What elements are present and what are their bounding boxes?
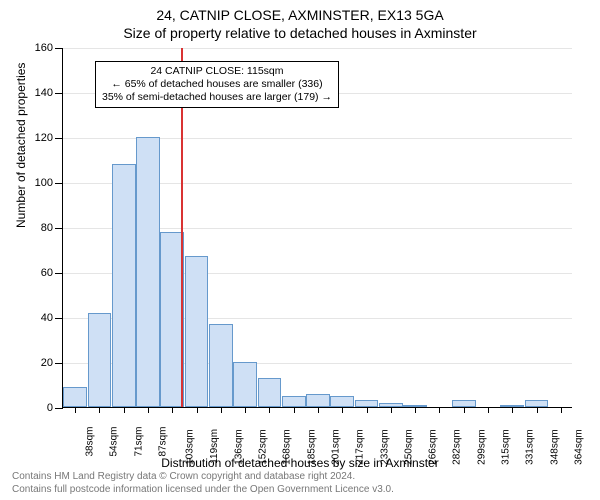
- x-tick: [148, 407, 149, 413]
- x-tick-label: 54sqm: [109, 427, 120, 457]
- histogram-bar: [88, 313, 112, 408]
- y-tick-label: 60: [41, 267, 63, 279]
- histogram-bar: [136, 137, 160, 407]
- x-tick: [75, 407, 76, 413]
- x-tick: [172, 407, 173, 413]
- y-tick-label: 40: [41, 312, 63, 324]
- histogram-bar: [330, 396, 354, 407]
- y-axis-title: Number of detached properties: [14, 63, 28, 228]
- title-line-2: Size of property relative to detached ho…: [0, 24, 600, 42]
- annotation-line: ← 65% of detached houses are smaller (33…: [102, 78, 332, 91]
- x-tick: [367, 407, 368, 413]
- histogram-bar: [233, 362, 257, 407]
- annotation-box: 24 CATNIP CLOSE: 115sqm← 65% of detached…: [95, 61, 339, 108]
- grid-line: [63, 48, 572, 49]
- x-tick: [197, 407, 198, 413]
- x-tick: [439, 407, 440, 413]
- x-tick: [269, 407, 270, 413]
- y-tick-label: 80: [41, 222, 63, 234]
- histogram-bar: [282, 396, 306, 407]
- x-tick-label: 87sqm: [158, 427, 169, 457]
- x-tick: [342, 407, 343, 413]
- x-tick: [464, 407, 465, 413]
- chart-area: 02040608010012014016038sqm54sqm71sqm87sq…: [62, 48, 572, 408]
- histogram-bar: [355, 400, 379, 407]
- footer-line-2: Contains full postcode information licen…: [12, 484, 394, 497]
- x-tick: [99, 407, 100, 413]
- histogram-bar: [112, 164, 136, 407]
- x-tick: [124, 407, 125, 413]
- x-tick-label: 71sqm: [133, 427, 144, 457]
- x-tick: [561, 407, 562, 413]
- histogram-bar: [525, 400, 549, 407]
- y-tick-label: 140: [35, 87, 63, 99]
- x-tick: [512, 407, 513, 413]
- x-tick: [318, 407, 319, 413]
- x-tick: [294, 407, 295, 413]
- histogram-bar: [63, 387, 87, 407]
- y-tick-label: 120: [35, 132, 63, 144]
- footer-line-1: Contains HM Land Registry data © Crown c…: [12, 471, 394, 484]
- x-tick: [245, 407, 246, 413]
- histogram-bar: [306, 394, 330, 408]
- plot-region: 02040608010012014016038sqm54sqm71sqm87sq…: [62, 48, 572, 408]
- y-tick-label: 100: [35, 177, 63, 189]
- annotation-line: 24 CATNIP CLOSE: 115sqm: [102, 65, 332, 78]
- histogram-bar: [452, 400, 476, 407]
- x-tick: [391, 407, 392, 413]
- x-tick-label: 38sqm: [85, 427, 96, 457]
- title-line-1: 24, CATNIP CLOSE, AXMINSTER, EX13 5GA: [0, 6, 600, 24]
- x-axis-title: Distribution of detached houses by size …: [0, 456, 600, 470]
- annotation-line: 35% of semi-detached houses are larger (…: [102, 91, 332, 104]
- x-tick: [537, 407, 538, 413]
- histogram-bar: [209, 324, 233, 407]
- y-tick-label: 160: [35, 42, 63, 54]
- x-tick: [221, 407, 222, 413]
- histogram-bar: [258, 378, 282, 407]
- x-tick: [415, 407, 416, 413]
- y-tick-label: 0: [47, 402, 63, 414]
- footer-attribution: Contains HM Land Registry data © Crown c…: [12, 471, 394, 496]
- chart-container: 24, CATNIP CLOSE, AXMINSTER, EX13 5GA Si…: [0, 0, 600, 500]
- x-tick: [488, 407, 489, 413]
- y-tick-label: 20: [41, 357, 63, 369]
- histogram-bar: [185, 256, 209, 407]
- title-block: 24, CATNIP CLOSE, AXMINSTER, EX13 5GA Si…: [0, 0, 600, 42]
